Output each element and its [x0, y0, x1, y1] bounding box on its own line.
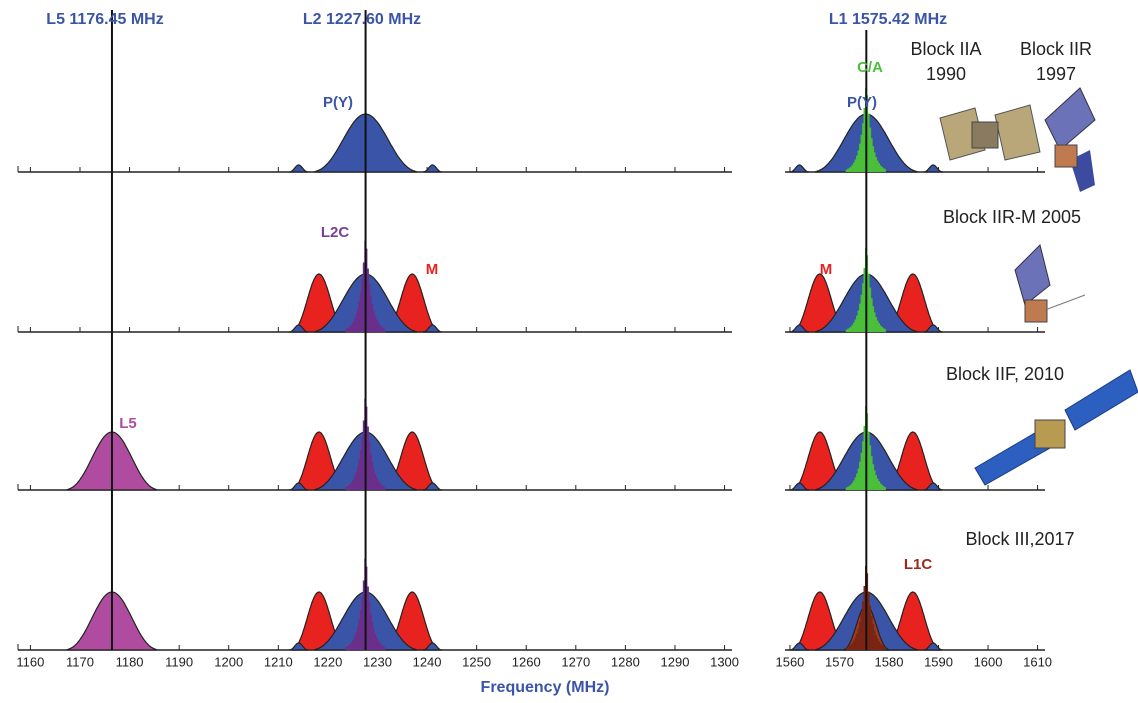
x-tick-label: 1190 [165, 654, 193, 669]
carrier-label: L2 1227.60 MHz [303, 11, 421, 28]
x-tick-label: 1220 [313, 654, 342, 669]
ca-comb [845, 88, 886, 172]
block-label: Block IIF, 2010 [946, 364, 1064, 384]
satellite-illustrations [939, 87, 1138, 486]
ca-comb [845, 248, 886, 332]
x-tick-label: 1240 [413, 654, 442, 669]
signal-label: P(Y) [323, 94, 353, 111]
signal-label: P(Y) [847, 94, 877, 111]
satellite-iir-m [1014, 244, 1086, 323]
signal-label: L5 [119, 415, 137, 432]
py-side-lobe [789, 482, 809, 491]
block-label: Block IIA [910, 39, 981, 59]
satellite-iia [939, 104, 1041, 161]
x-tick-label: 1160 [16, 654, 44, 669]
x-tick-label: 1270 [561, 654, 590, 669]
x-tick-label: 1170 [66, 654, 94, 669]
l2c-comb [344, 558, 386, 650]
x-tick-label: 1280 [611, 654, 640, 669]
py-side-lobe [423, 324, 442, 333]
py-side-lobe [789, 164, 809, 173]
x-tick-label: 1250 [462, 654, 491, 669]
py-side-lobe [789, 324, 809, 333]
ca-comb [845, 406, 886, 490]
py-side-lobe [423, 482, 442, 491]
signal-label: M [426, 261, 439, 278]
py-side-lobe [923, 482, 943, 491]
signal-label: L2C [321, 224, 350, 241]
x-tick-label: 1230 [363, 654, 392, 669]
carrier-label: L1 1575.42 MHz [829, 11, 947, 28]
l2c-comb [344, 240, 386, 332]
x-tick-label: 1200 [214, 654, 243, 669]
py-side-lobe [789, 642, 809, 651]
x-tick-label: 1570 [825, 654, 854, 669]
py-side-lobe [289, 164, 309, 173]
x-tick-label: 1610 [1023, 654, 1052, 669]
block-label: 1997 [1036, 64, 1076, 84]
x-tick-label: 1560 [775, 654, 804, 669]
py-side-lobe [423, 642, 442, 651]
py-side-lobe [289, 642, 309, 651]
satellite-iif [974, 369, 1138, 486]
py-side-lobe [289, 324, 309, 333]
signal-label: C/A [857, 59, 883, 76]
x-axis-label: Frequency (MHz) [481, 679, 610, 696]
x-tick-label: 1260 [512, 654, 541, 669]
l2c-comb [344, 398, 386, 490]
py-side-lobe [423, 164, 442, 173]
signal-label: L1C [904, 556, 933, 573]
block-label: Block IIR-M 2005 [943, 207, 1081, 227]
x-tick-label: 1210 [264, 654, 293, 669]
carrier-label: L5 1176.45 MHz [46, 11, 163, 28]
py-side-lobe [923, 164, 943, 173]
l1c-comb [845, 566, 886, 650]
block-label: Block IIR [1020, 39, 1092, 59]
x-tick-label: 1600 [974, 654, 1003, 669]
x-tick-label: 1580 [875, 654, 904, 669]
py-side-lobe [923, 324, 943, 333]
signal-label: M [820, 261, 833, 278]
x-tick-label: 1290 [661, 654, 690, 669]
satellite-iir [1044, 87, 1096, 192]
py-side-lobe [289, 482, 309, 491]
block-label: 1990 [926, 64, 966, 84]
block-label: Block III,2017 [965, 529, 1074, 549]
py-side-lobe [923, 642, 943, 651]
x-tick-label: 1180 [116, 654, 144, 669]
x-tick-label: 1300 [710, 654, 739, 669]
x-tick-label: 1590 [924, 654, 953, 669]
